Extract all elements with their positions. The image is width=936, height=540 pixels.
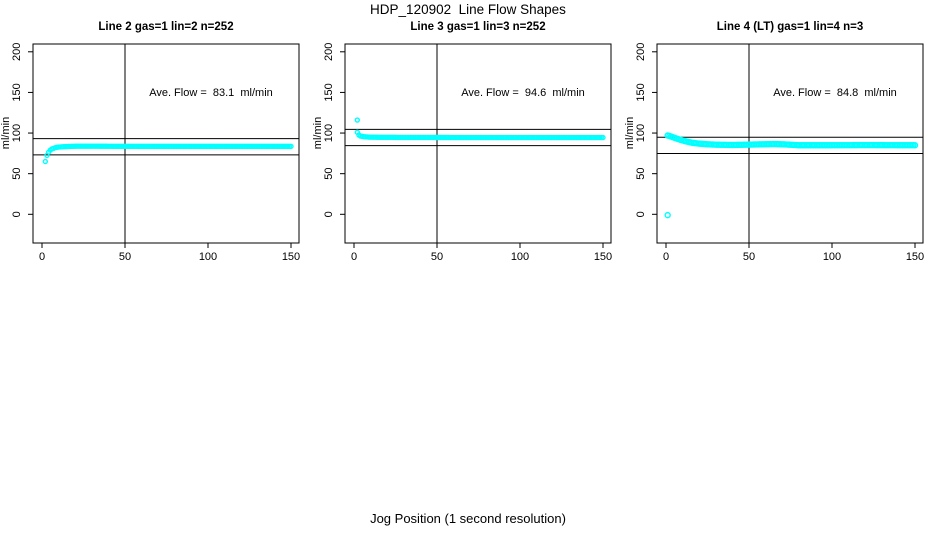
y-tick-label: 0 [635, 211, 647, 217]
data-point-marker [600, 134, 606, 141]
data-points [664, 132, 919, 219]
panel-line-2: Line 2 gas=1 lin=2 n=252 0 50 100 150 0 50 100… [0, 0, 312, 275]
axes [28, 43, 300, 248]
y-tick-label: 100 [635, 124, 647, 142]
panel-plot-1: 0 50 100 150 0 50 100 150 200 ml/min [312, 43, 612, 263]
ave-flow-annotation: Ave. Flow = 84.8 ml/min [773, 87, 897, 99]
tick-labels: 0 50 100 150 0 50 100 150 200 [11, 43, 300, 263]
ave-flow-annotation: Ave. Flow = 83.1 ml/min [149, 87, 273, 99]
y-tick-label: 200 [635, 43, 647, 61]
y-tick-label: 150 [635, 83, 647, 101]
ave-flow-annotation: Ave. Flow = 94.6 ml/min [461, 87, 585, 99]
panel-line-4: Line 4 (LT) gas=1 lin=4 n=3 0 50 100 150 0 50… [624, 0, 936, 275]
y-tick-label: 150 [323, 83, 335, 101]
data-point-marker [42, 158, 49, 165]
panel-plot-2: 0 50 100 150 0 50 100 150 200 ml/min [624, 43, 924, 263]
panel-line-3: Line 3 gas=1 lin=3 n=252 0 50 100 150 0 50 100… [312, 0, 624, 275]
y-tick-label: 200 [11, 43, 23, 61]
y-tick-label: 50 [635, 168, 647, 180]
x-tick-label: 50 [119, 251, 131, 263]
x-axis-label: Jog Position (1 second resolution) [370, 511, 566, 526]
y-axis-label: ml/min [624, 117, 636, 149]
panel-title: Line 2 gas=1 lin=2 n=252 [98, 21, 234, 33]
x-tick-label: 100 [823, 251, 841, 263]
axes [340, 43, 612, 248]
y-tick-label: 100 [11, 124, 23, 142]
tick-labels: 0 50 100 150 0 50 100 150 200 [635, 43, 924, 263]
tick-labels: 0 50 100 150 0 50 100 150 200 [323, 43, 612, 263]
y-tick-label: 50 [323, 168, 335, 180]
data-point-marker [911, 142, 919, 149]
figure-title: HDP_120902 Line Flow Shapes [370, 2, 566, 17]
y-tick-label: 200 [323, 43, 335, 61]
y-axis-label: ml/min [0, 117, 12, 149]
data-points [354, 117, 606, 141]
x-tick-label: 0 [39, 251, 45, 263]
x-tick-label: 100 [511, 251, 529, 263]
panel-title: Line 4 (LT) gas=1 lin=4 n=3 [716, 21, 864, 33]
x-tick-label: 150 [594, 251, 612, 263]
y-axis-label: ml/min [312, 117, 324, 149]
y-tick-label: 100 [323, 124, 335, 142]
x-tick-label: 150 [906, 251, 924, 263]
x-tick-label: 0 [663, 251, 669, 263]
panel-title: Line 3 gas=1 lin=3 n=252 [410, 21, 546, 33]
outlier-marker [354, 117, 361, 123]
x-tick-label: 150 [282, 251, 300, 263]
data-point-marker [288, 143, 294, 150]
panel-plot-0: 0 50 100 150 0 50 100 150 200 ml/min [0, 43, 300, 263]
outlier-marker [664, 211, 671, 219]
axes [652, 43, 924, 248]
x-tick-label: 50 [431, 251, 443, 263]
y-tick-label: 0 [11, 211, 23, 217]
x-tick-label: 100 [199, 251, 217, 263]
y-tick-label: 50 [11, 168, 23, 180]
x-tick-label: 0 [351, 251, 357, 263]
y-tick-label: 0 [323, 211, 335, 217]
x-tick-label: 50 [743, 251, 755, 263]
data-points [42, 143, 294, 165]
y-tick-label: 150 [11, 83, 23, 101]
